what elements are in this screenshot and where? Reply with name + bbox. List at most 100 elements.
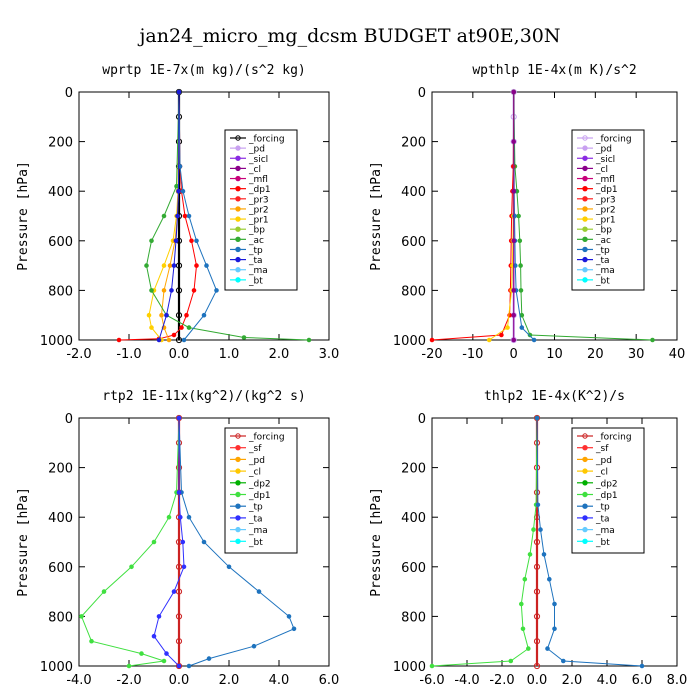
x-tick-label: 4.0 <box>269 673 290 688</box>
series-point <box>175 613 183 620</box>
legend-marker <box>235 145 241 151</box>
x-tick-label: -1.0 <box>116 347 141 362</box>
chart-panel-1: wprtp 1E-7x(m kg)/(s^2 kg) Pressure [hPa]… <box>16 63 339 362</box>
series-point <box>508 658 514 664</box>
legend-marker <box>582 185 588 192</box>
series-point <box>173 238 179 244</box>
series-point <box>184 312 189 318</box>
series-point <box>176 188 181 194</box>
legend-marker <box>582 145 588 151</box>
series-point <box>189 238 194 244</box>
series-point <box>429 337 435 343</box>
y-tick-label: 800 <box>401 284 426 299</box>
legend-box <box>224 427 298 554</box>
series-point <box>511 337 517 343</box>
legend-marker <box>582 175 588 182</box>
series-point <box>161 213 167 219</box>
series-point <box>175 336 183 344</box>
series-point <box>101 589 107 594</box>
legend-marker <box>235 155 241 161</box>
series-point <box>518 288 524 293</box>
y-tick-label: 0 <box>418 86 426 101</box>
legend-marker <box>235 236 241 243</box>
legend-label: _forcing <box>248 135 285 145</box>
plot-frame <box>78 417 330 667</box>
chart-panel-3: rtp2 1E-11x(kg^2)/(kg^2 s) Pressure [hPa]… <box>16 389 339 688</box>
legend-label: _ta <box>248 256 263 266</box>
series-line <box>80 417 180 667</box>
series-point <box>89 638 94 644</box>
y-axis-label: Pressure [hPa] <box>369 487 384 597</box>
series-point <box>156 337 162 343</box>
legend-label: _pr2 <box>595 205 616 215</box>
legend-marker <box>582 135 588 141</box>
series-point <box>516 213 521 219</box>
legend-marker <box>235 277 241 283</box>
y-tick-label: 200 <box>401 462 426 477</box>
x-tick-label: -4.0 <box>66 673 91 688</box>
series-point <box>186 663 192 669</box>
y-tick-label: 0 <box>65 86 73 101</box>
legend-label: _sicl <box>248 155 268 165</box>
legend-label: _ac <box>595 236 611 246</box>
series-point <box>181 564 187 570</box>
series-point <box>156 614 162 619</box>
legend-marker <box>235 175 241 182</box>
legend-marker <box>582 226 588 232</box>
legend-label: _dp1 <box>595 491 618 501</box>
legend-marker <box>582 526 588 533</box>
series-line <box>153 418 185 667</box>
series-point <box>174 183 179 189</box>
y-tick-label: 600 <box>48 235 73 250</box>
legend-label: _bt <box>248 538 263 548</box>
series-point <box>180 188 186 194</box>
legend-label: _mfl <box>248 175 268 185</box>
legend-marker <box>582 503 588 509</box>
legend-label: _sf <box>595 444 609 454</box>
x-tick-label: 2.0 <box>219 673 240 688</box>
figure-title: jan24_micro_mg_dcsm BUDGET at90E,30N <box>138 25 561 47</box>
series-point <box>175 662 183 670</box>
x-tick-label: -20 <box>421 347 442 362</box>
legend-marker <box>582 456 588 463</box>
legend-label: _dp2 <box>248 479 271 489</box>
series-point <box>178 514 183 520</box>
legend-label: _ta <box>248 514 263 524</box>
x-tick-label: 2.0 <box>562 673 583 688</box>
y-axis-label: Pressure [hPa] <box>16 487 31 597</box>
legend-marker <box>235 165 241 172</box>
series-point <box>161 263 167 268</box>
series-point <box>541 552 547 557</box>
series-point <box>180 539 186 545</box>
legend-marker <box>582 155 588 161</box>
legend-marker <box>235 515 241 521</box>
legend-marker <box>582 538 588 544</box>
y-tick-label: 600 <box>48 561 73 576</box>
y-tick-label: 400 <box>48 511 73 526</box>
x-tick-label: 6.0 <box>319 673 340 688</box>
legend-marker <box>235 256 241 263</box>
y-axis-label: Pressure [hPa] <box>16 161 31 271</box>
legend-label: _ma <box>248 266 268 276</box>
x-tick-label: 2.0 <box>269 347 290 362</box>
y-tick-label: 1000 <box>393 660 426 675</box>
legend-label: _pd <box>248 456 265 466</box>
series-point <box>201 539 207 545</box>
y-tick-label: 0 <box>418 412 426 427</box>
legend-label: _tp <box>595 246 610 256</box>
legend-marker <box>582 196 588 202</box>
legend-label: _sf <box>248 444 262 454</box>
series-point <box>166 514 172 520</box>
legend-label: _tp <box>248 503 263 513</box>
series-point <box>639 663 645 669</box>
series-point <box>306 337 312 343</box>
series-point <box>171 263 177 268</box>
series-point <box>538 527 543 532</box>
y-tick-label: 1000 <box>393 334 426 349</box>
legend-marker <box>582 206 588 212</box>
series-point <box>499 332 504 338</box>
legend-marker <box>582 468 588 474</box>
legend-marker <box>235 526 241 533</box>
legend-label: _dp2 <box>595 479 618 489</box>
